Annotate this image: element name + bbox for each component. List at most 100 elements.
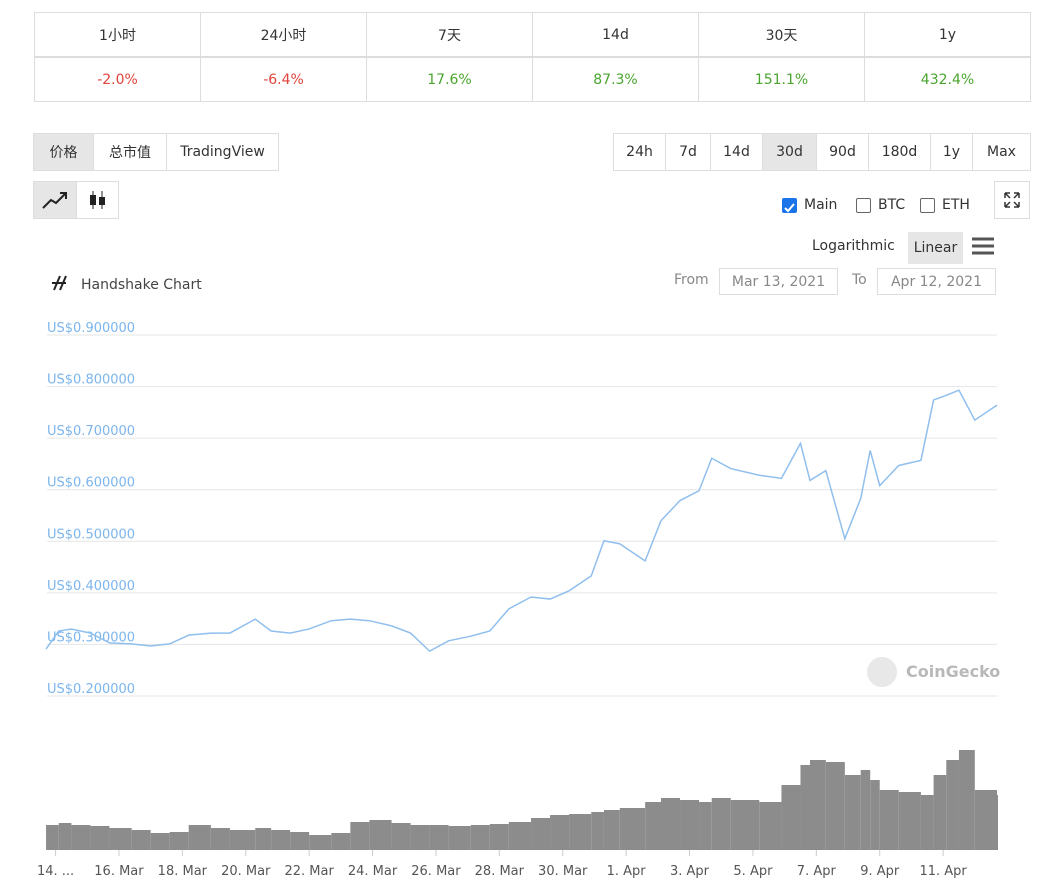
volume-bar — [90, 826, 110, 850]
volume-bar — [730, 800, 760, 850]
range-button[interactable]: 7d — [665, 133, 711, 171]
y-tick-label: US$0.700000 — [47, 424, 135, 439]
line-icon — [42, 192, 67, 209]
x-tick-label: 14. ... — [37, 864, 74, 879]
menu-button[interactable] — [972, 237, 994, 255]
volume-bar — [271, 830, 291, 850]
volume-bar — [933, 775, 947, 850]
volume-bar — [946, 760, 959, 850]
volume-bar — [429, 825, 449, 850]
tab-button[interactable]: 价格 — [33, 133, 94, 171]
volume-bar — [680, 800, 700, 850]
volume-bar — [759, 802, 782, 850]
watermark: CoinGecko — [906, 662, 1000, 681]
volume-bar — [879, 790, 899, 850]
range-button[interactable]: Max — [972, 133, 1031, 171]
checkbox-label: Main — [804, 197, 838, 213]
volume-bar — [131, 830, 151, 850]
checkbox-label: BTC — [878, 197, 906, 213]
volume-bar — [660, 798, 681, 850]
x-tick-label: 24. Mar — [348, 864, 398, 879]
volume-bar — [489, 824, 509, 850]
volume-bar — [645, 802, 661, 850]
y-tick-label: US$0.900000 — [47, 321, 135, 336]
volume-bar — [150, 833, 170, 850]
x-tick-label: 1. Apr — [607, 864, 647, 879]
volume-bar — [410, 825, 430, 850]
checkbox-label: ETH — [942, 197, 970, 213]
date-label: From — [674, 272, 709, 288]
stat-header: 1y — [864, 12, 1031, 57]
volume-bar — [448, 826, 471, 850]
scale-option[interactable]: Linear — [908, 232, 963, 264]
volume-bar — [210, 828, 230, 850]
volume-bar — [188, 825, 211, 850]
date-input[interactable]: Mar 13, 2021 — [719, 268, 838, 295]
tab-button[interactable]: TradingView — [166, 133, 279, 171]
checkbox[interactable] — [782, 198, 797, 213]
volume-bar — [591, 812, 604, 850]
y-tick-label: US$0.800000 — [47, 373, 135, 388]
check-mark — [784, 203, 795, 213]
logo — [52, 275, 67, 291]
volume-bar — [255, 828, 272, 850]
y-tick-label: US$0.600000 — [47, 476, 135, 491]
volume-bar — [569, 814, 592, 850]
checkbox[interactable] — [920, 198, 935, 213]
volume-bar — [391, 823, 411, 850]
volume-bar — [870, 780, 880, 850]
volume-bar — [229, 830, 256, 850]
y-tick-label: US$0.300000 — [47, 630, 135, 645]
candle-icon — [89, 191, 105, 209]
volume-bar — [309, 835, 332, 850]
range-button[interactable]: 90d — [816, 133, 869, 171]
volume-bar — [800, 765, 810, 850]
y-tick-label: US$0.200000 — [47, 682, 135, 697]
volume-bar — [898, 792, 921, 850]
date-label: To — [852, 272, 867, 288]
line-chart-button[interactable] — [33, 181, 77, 219]
range-button[interactable]: 14d — [710, 133, 763, 171]
scale-option[interactable]: Logarithmic — [812, 238, 895, 254]
chart-title: Handshake Chart — [81, 277, 202, 293]
volume-bar — [531, 818, 551, 850]
volume-bar — [920, 795, 934, 850]
volume-bar — [331, 833, 351, 850]
volume-bar — [619, 808, 646, 850]
volume-bar — [508, 822, 532, 850]
volume-bar — [958, 750, 975, 850]
x-tick-label: 5. Apr — [733, 864, 773, 879]
volume-bar — [350, 822, 370, 850]
x-tick-label: 16. Mar — [94, 864, 144, 879]
candle-chart-button[interactable] — [76, 181, 119, 219]
volume-bar — [550, 815, 570, 850]
price-line — [45, 389, 998, 653]
volume-bar — [699, 802, 712, 850]
tab-button[interactable]: 总市值 — [93, 133, 167, 171]
volume-bar — [290, 832, 310, 850]
x-tick-label: 3. Apr — [670, 864, 710, 879]
x-tick-label: 20. Mar — [221, 864, 271, 879]
date-input[interactable]: Apr 12, 2021 — [877, 268, 996, 295]
x-tick-label: 30. Mar — [538, 864, 588, 879]
x-tick-label: 28. Mar — [475, 864, 525, 879]
volume-bar — [58, 823, 72, 850]
x-tick-label: 7. Apr — [797, 864, 837, 879]
volume-bar — [603, 810, 620, 850]
volume-bar — [809, 760, 826, 850]
volume-bar — [825, 762, 845, 850]
checkbox[interactable] — [856, 198, 871, 213]
fullscreen-button[interactable] — [994, 181, 1030, 219]
stat-value: 432.4% — [864, 57, 1031, 102]
x-tick-label: 26. Mar — [411, 864, 461, 879]
volume-bar — [109, 828, 132, 850]
volume-bar — [46, 825, 59, 850]
volume-bar — [470, 825, 490, 850]
range-button[interactable]: 24h — [613, 133, 666, 171]
watermark-logo — [867, 657, 897, 687]
expand-icon — [1004, 192, 1020, 208]
volume-bar — [860, 770, 871, 850]
range-button[interactable]: 30d — [762, 133, 817, 171]
